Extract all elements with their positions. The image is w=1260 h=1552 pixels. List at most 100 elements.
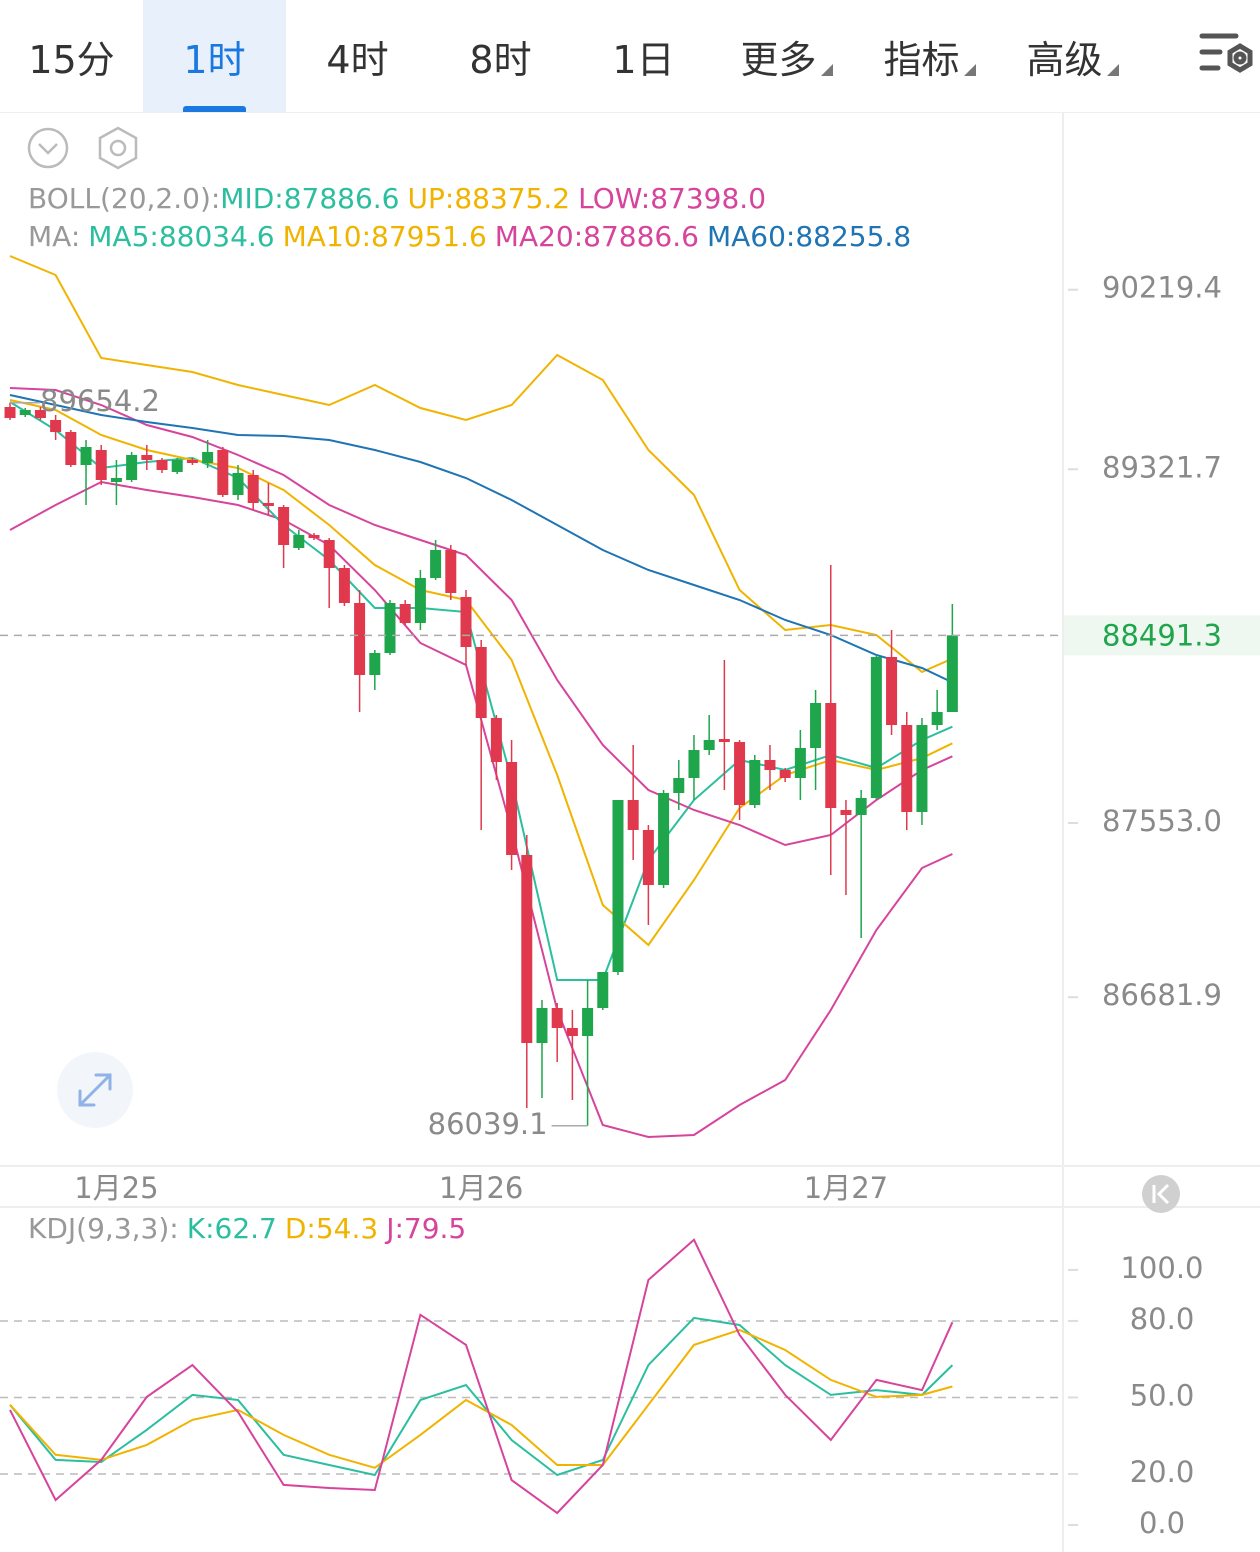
- tab-label: 指标: [883, 37, 960, 82]
- legend-label: BOLL(20,2.0):: [28, 182, 220, 215]
- legend-entry: UP:88375.2: [408, 182, 571, 215]
- candle-body: [855, 798, 867, 815]
- legend-entry: MA5:88034.6: [88, 220, 274, 253]
- legend-entry: K:62.7: [187, 1212, 277, 1245]
- legend-entry: J:79.5: [384, 1212, 466, 1245]
- candle-body: [217, 450, 229, 495]
- candle-body: [673, 778, 685, 793]
- candle-body: [460, 597, 472, 647]
- candle-body: [50, 420, 62, 432]
- candle-body: [262, 503, 274, 506]
- tab-label: 15分: [28, 37, 115, 82]
- tab[interactable]: 指标: [858, 0, 1001, 112]
- candle-body: [658, 793, 670, 885]
- tab[interactable]: 1日: [572, 0, 715, 112]
- candle-body: [475, 647, 487, 718]
- candle-body: [521, 855, 533, 1043]
- candle-body: [384, 603, 396, 653]
- candle-body: [764, 760, 776, 770]
- candle-body: [490, 718, 502, 762]
- legend-entry: LOW:87398.0: [578, 182, 766, 215]
- candle-body: [399, 604, 411, 623]
- candle-body: [414, 578, 426, 623]
- candle-body: [110, 478, 122, 482]
- kdj-legend: KDJ(9,3,3): K:62.7 D:54.3 J:79.5: [28, 1212, 466, 1245]
- candle-body: [445, 550, 457, 593]
- y-tick-label: 90219.4: [1102, 271, 1222, 305]
- candle-body: [202, 452, 214, 463]
- dropdown-icon: [820, 64, 833, 76]
- y-tick-label: 100.0: [1120, 1251, 1203, 1285]
- candle-body: [536, 1008, 548, 1043]
- settings-hex-icon[interactable]: [98, 126, 138, 170]
- collapse-icon[interactable]: [27, 127, 69, 169]
- expand-button[interactable]: [57, 1052, 133, 1128]
- candle-body: [825, 703, 837, 808]
- tab-label: 1日: [612, 37, 675, 82]
- y-tick-label: 50.0: [1130, 1378, 1195, 1412]
- candle-body: [840, 810, 852, 815]
- candle-body: [506, 762, 518, 855]
- indicator-line: [9, 399, 953, 947]
- timeframe-bar: 15分 1时 4时 8时 1日 更多 指标 高级: [0, 0, 1260, 113]
- candle-body: [338, 568, 350, 603]
- kdj-line: [9, 1328, 953, 1469]
- legend-entry: MA60:88255.8: [707, 220, 911, 253]
- x-tick-label: 1月26: [439, 1171, 523, 1205]
- tab[interactable]: 更多: [715, 0, 858, 112]
- last-price-label: 88491.3: [1102, 618, 1222, 652]
- boll-legend: BOLL(20,2.0):MID:87886.6 UP:88375.2 LOW:87…: [28, 182, 766, 215]
- candle-body: [946, 635, 958, 712]
- candle-body: [749, 760, 761, 805]
- candle-body: [688, 750, 700, 778]
- indicator-line: [9, 387, 953, 847]
- settings-icon[interactable]: [1144, 0, 1260, 112]
- candle-body: [901, 725, 913, 812]
- candle-body: [870, 657, 882, 798]
- candle-body: [642, 830, 654, 885]
- candle-body: [156, 460, 168, 470]
- candle-body: [171, 460, 183, 472]
- scroll-latest-button[interactable]: [1142, 1175, 1180, 1213]
- candle-body: [65, 432, 77, 465]
- candle-body: [186, 460, 198, 463]
- tab[interactable]: 高级: [1001, 0, 1144, 112]
- y-tick-label: 0.0: [1139, 1506, 1185, 1540]
- low-label: 86039.1: [428, 1107, 548, 1141]
- candle-body: [810, 703, 822, 748]
- candle-body: [718, 739, 730, 742]
- tab[interactable]: 1时: [143, 0, 286, 112]
- tab-label: 8时: [469, 37, 532, 82]
- candle-body: [293, 535, 305, 548]
- candle-body: [916, 725, 928, 812]
- dropdown-icon: [963, 64, 976, 76]
- legend-label: KDJ(9,3,3):: [28, 1212, 179, 1245]
- candle-body: [566, 1028, 578, 1036]
- x-tick-label: 1月27: [804, 1171, 888, 1205]
- tab[interactable]: 8时: [429, 0, 572, 112]
- y-tick-label: 87553.0: [1102, 804, 1222, 838]
- kdj-line: [9, 1238, 954, 1515]
- legend-entry: D:54.3: [285, 1212, 378, 1245]
- candle-body: [627, 800, 639, 830]
- legend-entry: MID:87886.6: [220, 182, 399, 215]
- tab-label: 更多: [740, 37, 817, 82]
- tab-label: 4时: [326, 37, 389, 82]
- legend-entry: MA20:87886.6: [495, 220, 699, 253]
- candle-body: [126, 455, 138, 480]
- ma-legend: MA: MA5:88034.6 MA10:87951.6 MA20:87886.6 MA…: [28, 220, 911, 253]
- x-tick-label: 1月25: [74, 1171, 158, 1205]
- candle-body: [551, 1008, 563, 1028]
- kdj-line: [9, 1316, 954, 1477]
- candle-body: [19, 410, 31, 415]
- candle-body: [247, 475, 259, 503]
- candle-body: [779, 770, 791, 778]
- y-tick-label: 20.0: [1130, 1455, 1195, 1489]
- candle-body: [794, 748, 806, 778]
- last-price-bg: [1064, 615, 1260, 656]
- y-tick-label: 89321.7: [1102, 450, 1222, 484]
- tab[interactable]: 15分: [0, 0, 143, 112]
- tab[interactable]: 4时: [286, 0, 429, 112]
